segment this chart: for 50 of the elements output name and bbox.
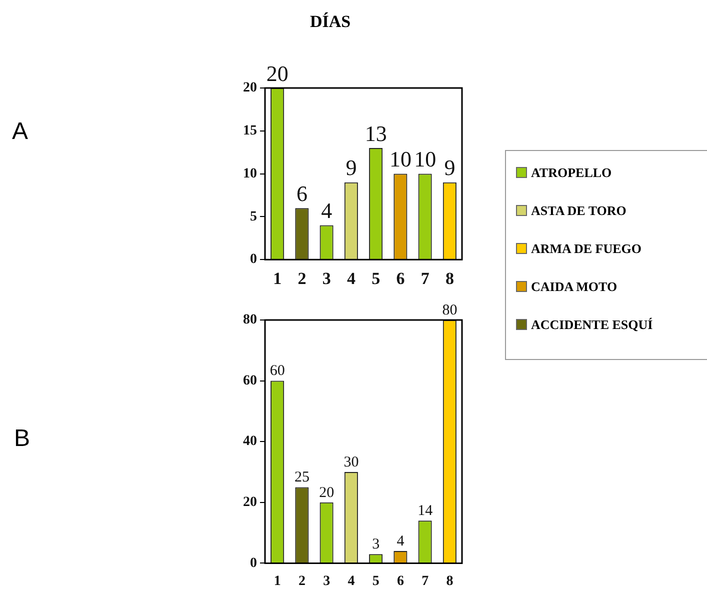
x-tick-label: 2: [298, 269, 306, 288]
y-tick-label: 0: [250, 556, 257, 571]
x-tick-label: 8: [445, 269, 454, 288]
data-label: 9: [346, 155, 357, 180]
chart-title: DÍAS: [310, 12, 351, 32]
y-tick-label: 60: [243, 373, 257, 388]
data-label: 6: [296, 180, 308, 206]
x-tick-label: 6: [396, 269, 405, 288]
text: B: [14, 425, 30, 453]
x-tick-label: 4: [348, 574, 355, 590]
x-tick-label: 1: [273, 269, 282, 288]
data-label: 9: [444, 155, 456, 180]
x-tick-label: 5: [372, 269, 380, 288]
y-tick-label: 20: [243, 80, 257, 96]
data-label: 10: [389, 146, 412, 172]
data-label: 80: [442, 302, 458, 318]
y-tick-label: 5: [250, 209, 257, 224]
x-tick-label: 8: [446, 574, 454, 590]
legend-label: ATROPELLO: [531, 165, 612, 181]
data-label: 30: [344, 454, 359, 470]
x-tick-label: 3: [323, 574, 330, 590]
x-tick-label: 7: [422, 574, 429, 590]
legend-label: ACCIDENTE ESQUÍ: [531, 317, 653, 333]
x-tick-label: 7: [420, 269, 430, 288]
x-tick-label: 2: [298, 574, 306, 590]
y-tick-label: 80: [243, 312, 257, 328]
data-label: 14: [418, 503, 434, 520]
data-label: 10: [414, 146, 436, 172]
data-label: 3: [372, 536, 380, 553]
text: A: [12, 118, 28, 146]
data-label: 25: [294, 470, 310, 486]
data-label: 13: [364, 120, 387, 146]
x-tick-label: 1: [274, 574, 281, 590]
legend-label: CAIDA MOTO: [531, 279, 618, 295]
data-label: 60: [270, 363, 285, 380]
data-label: 20: [319, 484, 334, 501]
legend-label: ASTA DE TORO: [531, 203, 626, 219]
data-label: 20: [266, 60, 288, 86]
y-tick-label: 40: [243, 434, 257, 450]
x-tick-label: 3: [322, 269, 331, 288]
x-tick-label: 6: [396, 574, 404, 590]
y-tick-label: 10: [243, 166, 257, 182]
data-label: 4: [321, 198, 332, 224]
data-label: 4: [396, 533, 405, 550]
x-tick-label: 5: [372, 574, 380, 590]
y-tick-label: 20: [243, 495, 257, 510]
y-tick-label: 15: [243, 124, 257, 139]
legend-label: ARMA DE FUEGO: [531, 241, 642, 257]
x-tick-label: 4: [346, 269, 356, 288]
y-tick-label: 0: [250, 252, 257, 268]
